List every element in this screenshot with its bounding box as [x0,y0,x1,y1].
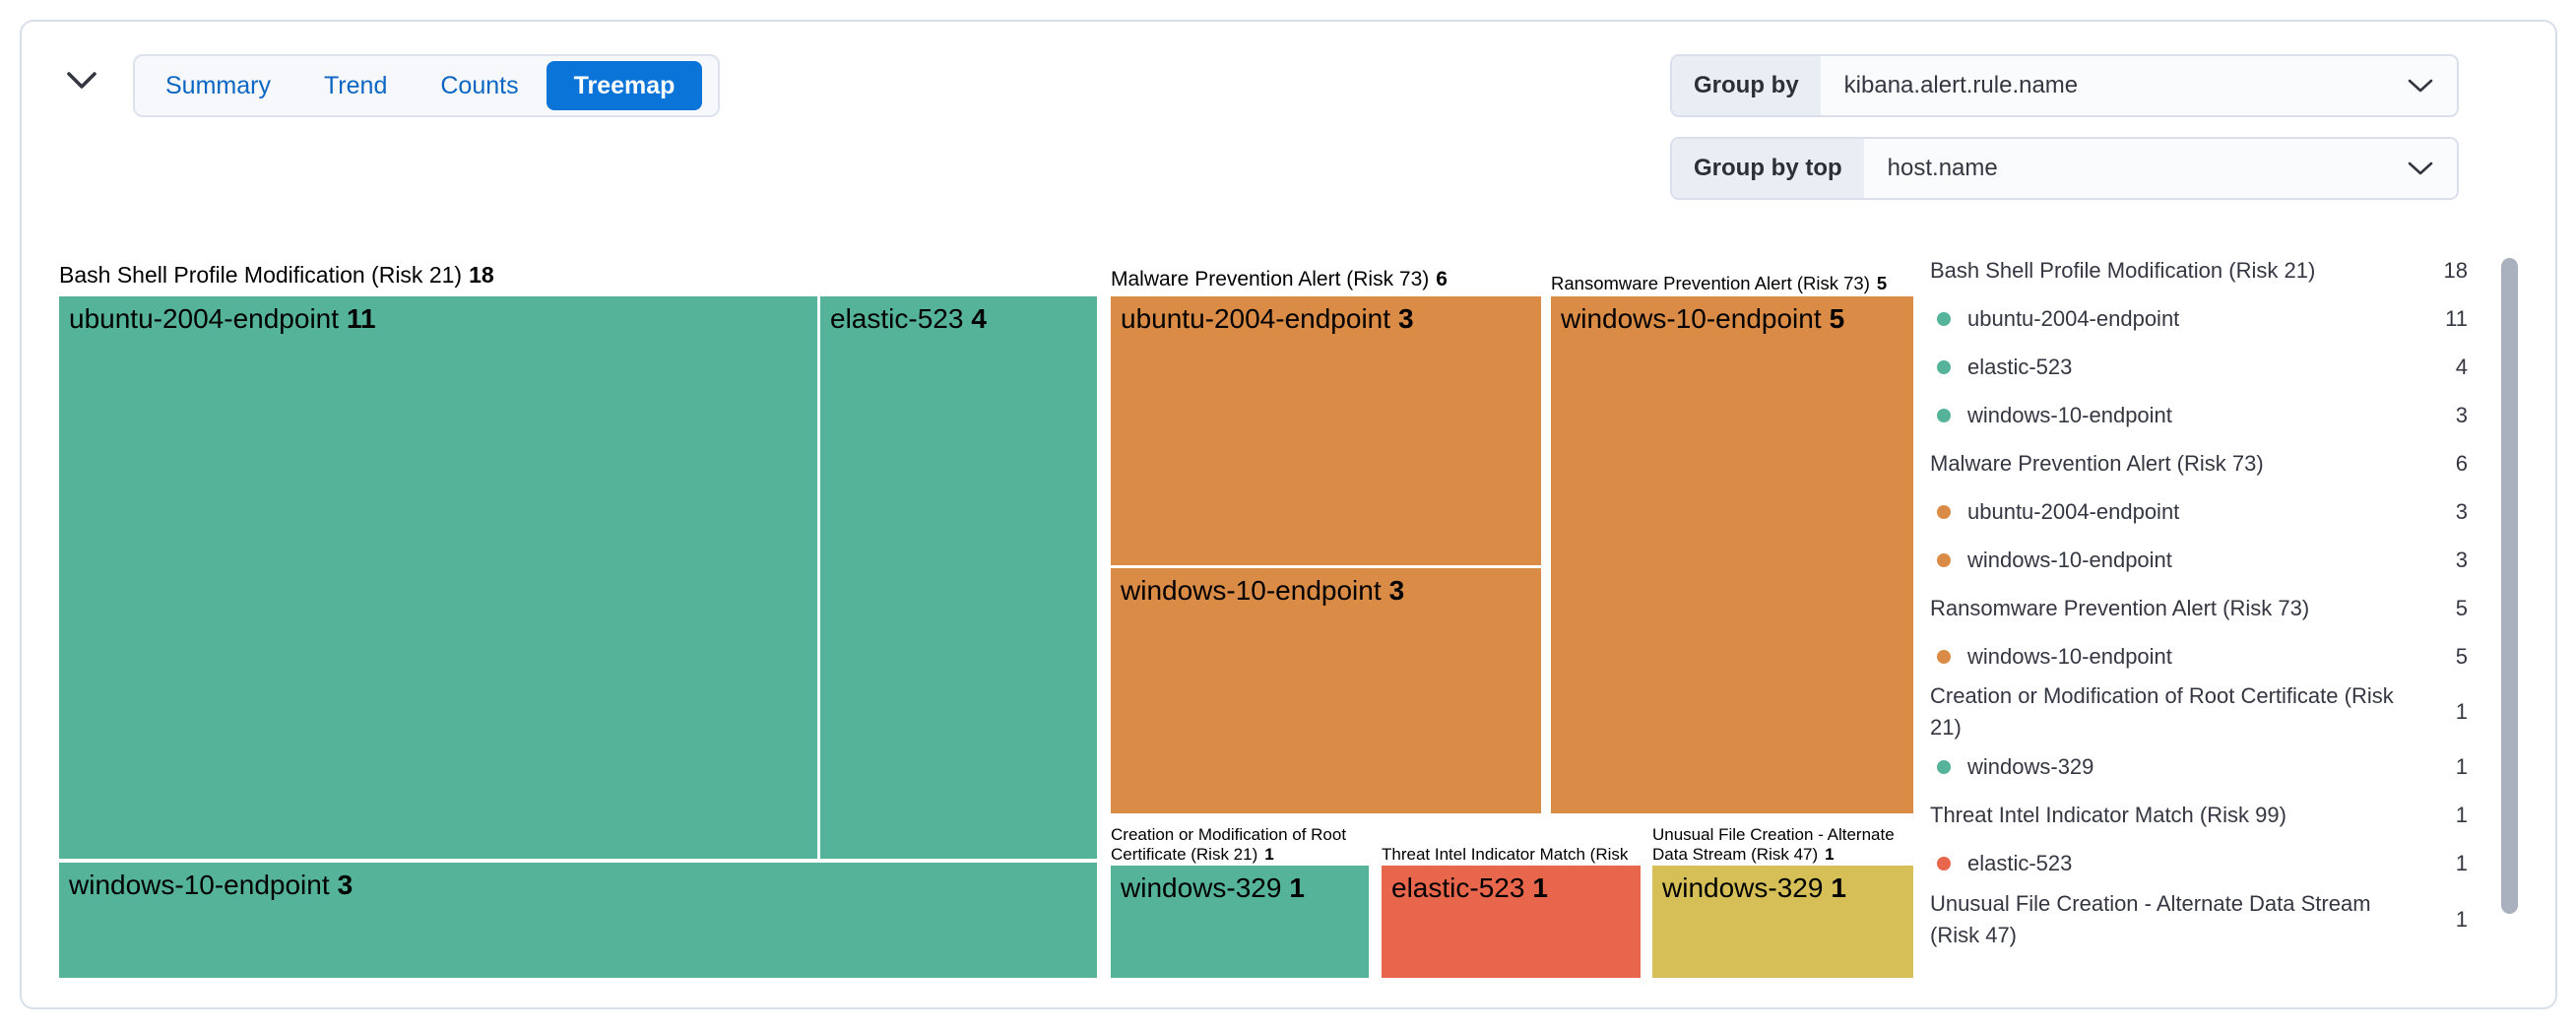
legend-count: 5 [2455,643,2468,669]
tab-trend[interactable]: Trend [298,56,413,115]
treemap-legend: Bash Shell Profile Modification (Risk 21… [1930,246,2468,951]
group-by-top-select[interactable]: Group by top host.name [1670,137,2459,200]
legend-count: 5 [2455,595,2468,620]
legend-count: 1 [2455,906,2468,932]
legend-label: windows-10-endpoint [1967,547,2172,572]
tab-treemap[interactable]: Treemap [546,61,703,110]
legend-item-row: windows-10-endpoint 3 [1930,536,2468,584]
legend-item-row: elastic-523 4 [1930,343,2468,391]
treemap-cell-unusual-file-windows-329[interactable]: windows-329 1 [1652,866,1913,978]
legend-dot [1937,649,1951,664]
treemap-cell-malware-ubuntu-2004[interactable]: ubuntu-2004-endpoint 3 [1111,296,1541,565]
group-by-select[interactable]: Group by kibana.alert.rule.name [1670,54,2459,117]
legend-count: 1 [2455,698,2468,724]
legend-label: ubuntu-2004-endpoint [1967,305,2180,331]
view-tabs: Summary Trend Counts Treemap [133,54,720,117]
legend-item-row: ubuntu-2004-endpoint 3 [1930,487,2468,536]
legend-count: 3 [2455,547,2468,572]
legend-label: elastic-523 [1967,354,2073,379]
treemap-cell-root-cert-windows-329[interactable]: windows-329 1 [1111,866,1369,978]
group-by-value: kibana.alert.rule.name [1843,72,2079,98]
legend-item-row: ubuntu-2004-endpoint 11 [1930,294,2468,343]
legend-label: elastic-523 [1967,851,2073,876]
treemap-group-header-malware-prevention: Malware Prevention Alert (Risk 73) 6 [1111,268,1448,290]
treemap-group-header-unusual-file-creation: Unusual File Creation - Alternate Data S… [1652,825,1895,865]
legend-count: 4 [2455,354,2468,379]
group-by-prepend-label: Group by [1672,56,1821,115]
collapse-panel-button[interactable] [57,59,106,104]
legend-count: 3 [2455,402,2468,427]
chevron-down-icon [66,71,97,94]
legend-label: Malware Prevention Alert (Risk 73) [1930,450,2264,476]
legend-group-row: Ransomware Prevention Alert (Risk 73) 5 [1930,584,2468,632]
treemap-group-header-root-certificate: Creation or Modification of Root Certifi… [1111,825,1347,865]
legend-item-row: windows-10-endpoint 5 [1930,632,2468,680]
treemap-cell-bash-elastic-523[interactable]: elastic-523 4 [820,296,1097,859]
treemap-cell-threat-intel-elastic-523[interactable]: elastic-523 1 [1382,866,1641,978]
legend-scrollbar-thumb[interactable] [2501,258,2518,914]
chevron-down-icon [2408,139,2457,198]
legend-label: Unusual File Creation - Alternate Data S… [1930,890,2371,947]
legend-group-row: Unusual File Creation - Alternate Data S… [1930,888,2468,951]
legend-count: 18 [2443,257,2468,283]
treemap-cell-malware-windows-10[interactable]: windows-10-endpoint 3 [1111,568,1541,813]
legend-dot [1937,504,1951,519]
legend-count: 1 [2455,851,2468,876]
treemap-cell-ransomware-windows-10[interactable]: windows-10-endpoint 5 [1551,296,1913,813]
legend-dot [1937,408,1951,422]
tab-summary[interactable]: Summary [140,56,296,115]
legend-label: Ransomware Prevention Alert (Risk 73) [1930,595,2310,620]
treemap-group-header-ransomware-prevention: Ransomware Prevention Alert (Risk 73) 5 [1551,273,1888,293]
legend-label: Creation or Modification of Root Certifi… [1930,683,2394,740]
legend-label: windows-329 [1967,754,2094,780]
legend-label: windows-10-endpoint [1967,643,2172,669]
legend-item-row: elastic-523 1 [1930,840,2468,888]
legend-label: windows-10-endpoint [1967,402,2172,427]
legend-label: Threat Intel Indicator Match (Risk 99) [1930,803,2286,828]
legend-group-row: Threat Intel Indicator Match (Risk 99) 1 [1930,792,2468,840]
treemap-cell-bash-ubuntu-2004[interactable]: ubuntu-2004-endpoint 11 [59,296,817,859]
chevron-down-icon [2408,56,2457,115]
treemap-cell-bash-windows-10[interactable]: windows-10-endpoint 3 [59,863,1097,978]
legend-group-row: Bash Shell Profile Modification (Risk 21… [1930,246,2468,294]
legend-group-row: Malware Prevention Alert (Risk 73) 6 [1930,439,2468,487]
legend-item-row: windows-329 1 [1930,743,2468,792]
group-by-top-value: host.name [1887,155,1998,181]
legend-dot [1937,311,1951,326]
legend-count: 1 [2455,803,2468,828]
legend-dot [1937,359,1951,374]
treemap-group-header-bash-shell: Bash Shell Profile Modification (Risk 21… [59,262,494,288]
tab-counts[interactable]: Counts [415,56,544,115]
legend-count: 3 [2455,498,2468,524]
legend-label: Bash Shell Profile Modification (Risk 21… [1930,257,2316,283]
legend-item-row: windows-10-endpoint 3 [1930,391,2468,439]
legend-dot [1937,552,1951,567]
legend-count: 1 [2455,754,2468,780]
legend-count: 11 [2445,305,2468,331]
legend-group-row: Creation or Modification of Root Certifi… [1930,680,2468,743]
legend-label: ubuntu-2004-endpoint [1967,498,2180,524]
legend-count: 6 [2455,450,2468,476]
legend-dot [1937,857,1951,871]
group-by-top-prepend-label: Group by top [1672,139,1864,198]
legend-dot [1937,760,1951,775]
